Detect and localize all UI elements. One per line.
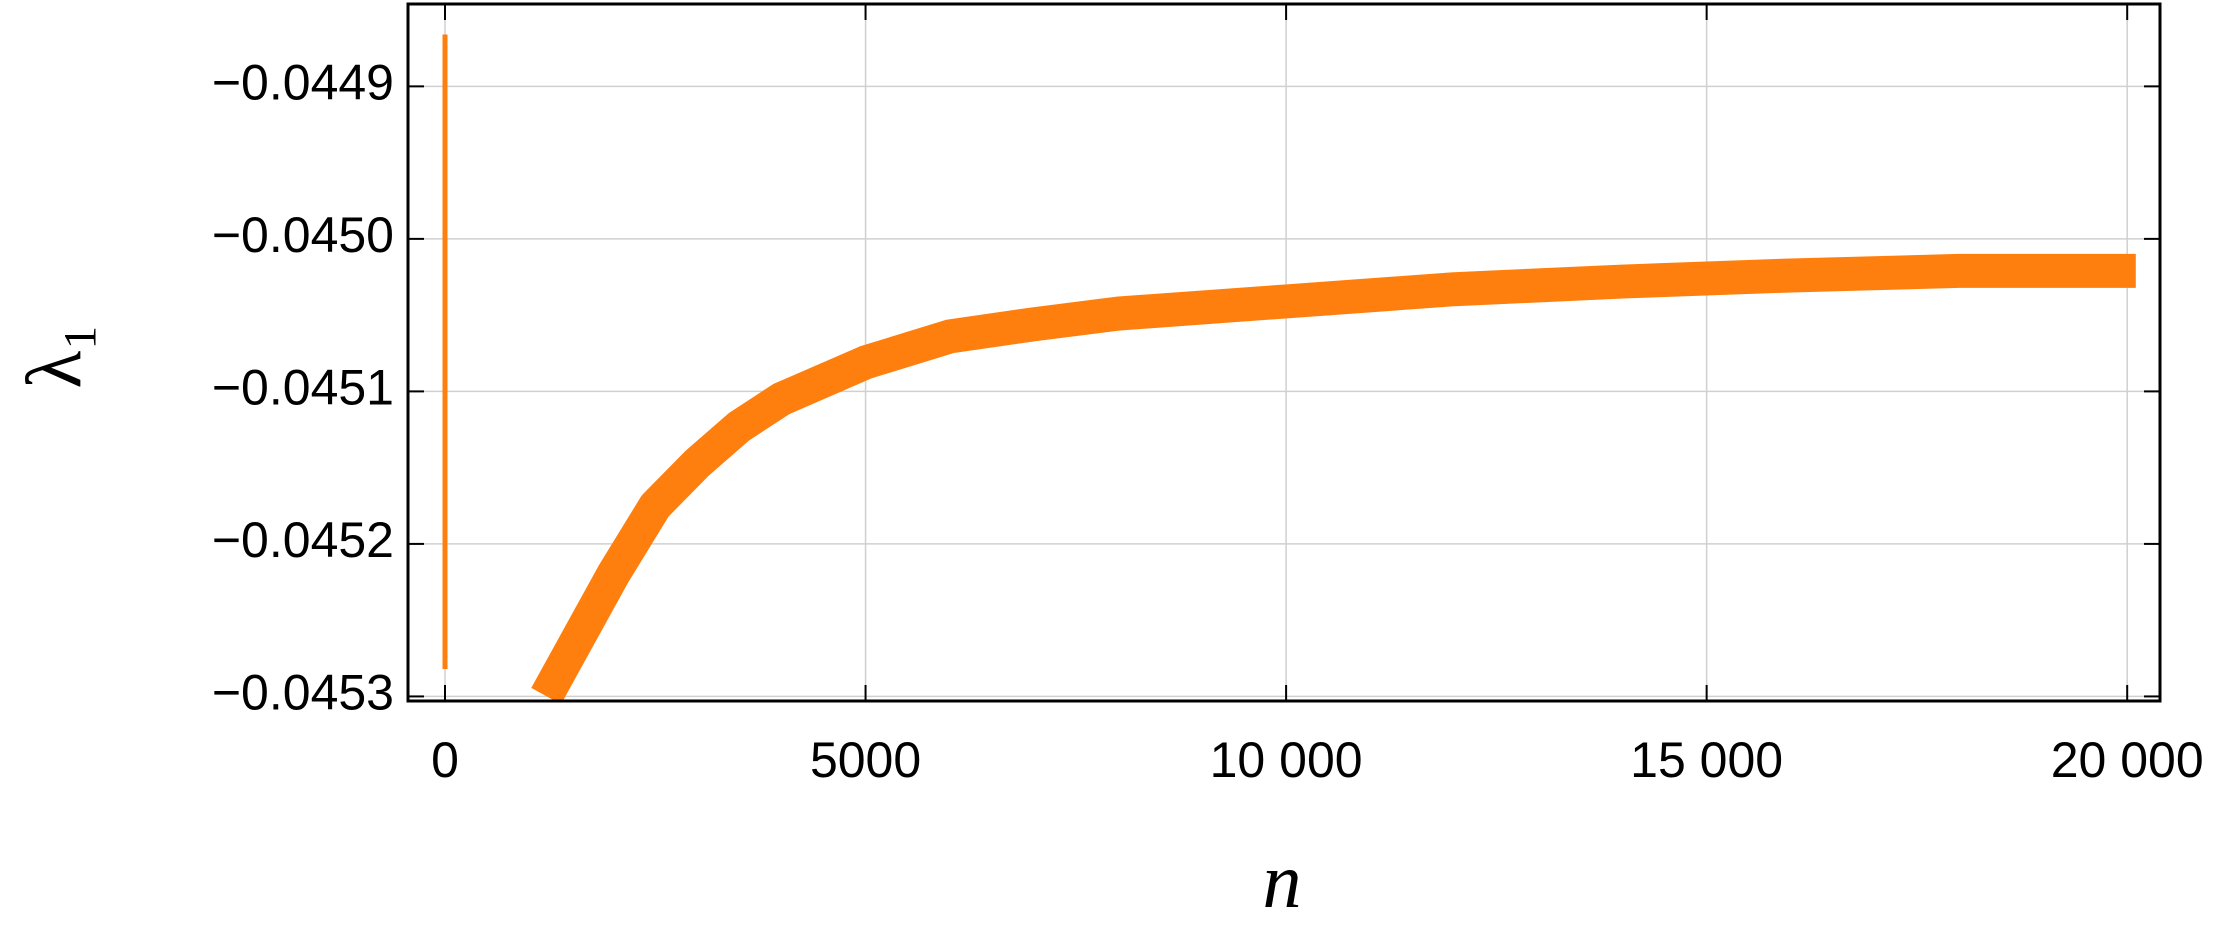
y-tick-label: −0.0451 xyxy=(212,360,394,416)
x-tick-label: 0 xyxy=(431,732,459,788)
y-tick-label: −0.0449 xyxy=(212,55,394,111)
x-tick-label: 15 000 xyxy=(1630,732,1783,788)
plot-frame xyxy=(406,2,2162,703)
x-tick-label: 10 000 xyxy=(1210,732,1363,788)
y-axis-label: λ₁ xyxy=(10,323,97,388)
x-tick-label: 5000 xyxy=(810,732,921,788)
x-tick-label: 20 000 xyxy=(2051,732,2204,788)
y-tick-label: −0.0452 xyxy=(212,512,394,568)
data-line xyxy=(531,253,2136,701)
plot-area xyxy=(442,34,2136,701)
y-tick-label: −0.0453 xyxy=(212,665,394,721)
y-tick-label: −0.0450 xyxy=(212,207,394,263)
x-axis-label: n xyxy=(1263,837,1302,924)
